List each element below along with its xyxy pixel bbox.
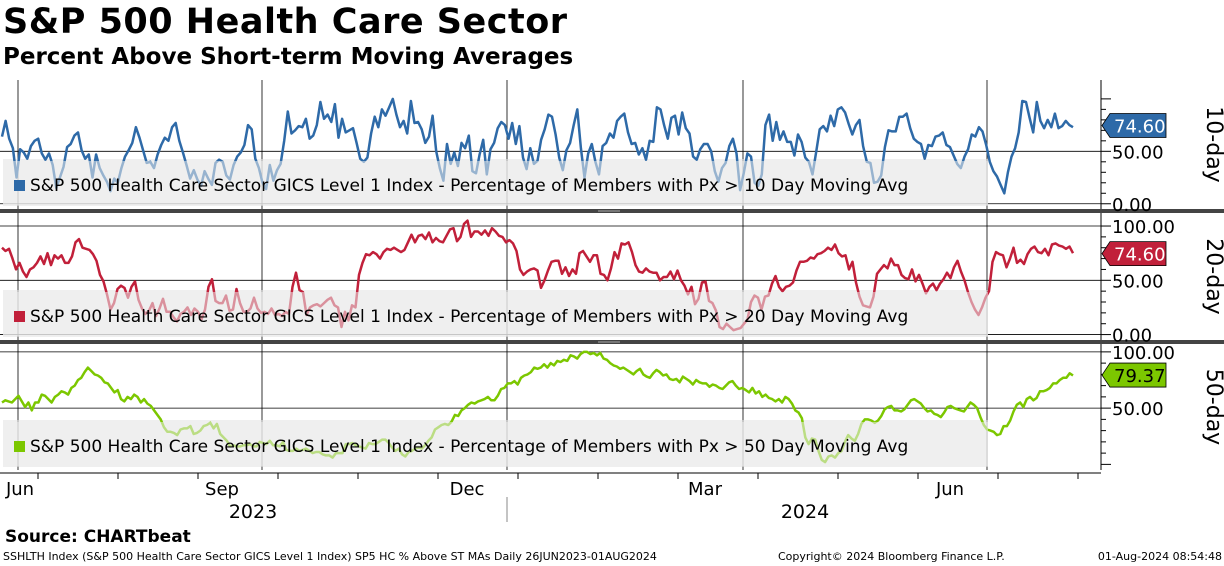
legend-label: S&P 500 Health Care Sector GICS Level 1 … (30, 176, 908, 196)
panel-axis-label: 10-day (1201, 106, 1224, 182)
legend-swatch (14, 180, 25, 191)
footer-description: SSHLTH Index (S&P 500 Health Care Sector… (3, 550, 657, 563)
last-value-label: 74.60 (1114, 117, 1166, 138)
last-value-label: 79.37 (1114, 366, 1166, 387)
legend-swatch (14, 441, 25, 452)
last-value-badge (1101, 362, 1167, 388)
legend-label: S&P 500 Health Care Sector GICS Level 1 … (30, 437, 908, 457)
footer-timestamp: 01-Aug-2024 08:54:48 (1097, 550, 1222, 563)
legend-label: S&P 500 Health Care Sector GICS Level 1 … (30, 307, 908, 327)
y-tick-label: 50.00 (1112, 271, 1164, 292)
x-tick-label: Mar (688, 479, 723, 500)
y-tick-label: 0.00 (1112, 195, 1152, 216)
y-tick-label: 50.00 (1112, 399, 1164, 420)
x-tick-label: Dec (450, 479, 485, 500)
footer-copyright: Copyright© 2024 Bloomberg Finance L.P. (778, 550, 1005, 563)
legend-swatch (14, 311, 25, 322)
x-tick-label: Jun (5, 479, 34, 500)
last-value-label: 74.60 (1114, 245, 1166, 266)
y-tick-label: 0.00 (1112, 326, 1152, 347)
legend-overlay (3, 161, 988, 205)
x-tick-label: Sep (205, 479, 239, 500)
chart-subtitle: Percent Above Short-term Moving Averages (3, 44, 574, 70)
source-note: Source: CHARTbeat (5, 527, 191, 547)
panel-axis-label: 20-day (1201, 238, 1224, 314)
chart-title: S&P 500 Health Care Sector (3, 2, 568, 42)
legend-overlay (3, 292, 988, 336)
x-tick-label: Jun (935, 479, 964, 500)
series-line-10-day (0, 97, 1074, 195)
last-value-badge (1101, 113, 1167, 138)
panel-axis-label: 50-day (1201, 369, 1224, 445)
last-value-badge (1101, 241, 1167, 266)
y-tick-label: 50.00 (1112, 142, 1164, 163)
legend-overlay (3, 422, 988, 466)
y-tick-label: 100.00 (1112, 217, 1175, 238)
y-tick-label: 100.00 (1112, 343, 1175, 364)
year-label: 2024 (781, 501, 829, 523)
year-label: 2023 (229, 501, 277, 523)
